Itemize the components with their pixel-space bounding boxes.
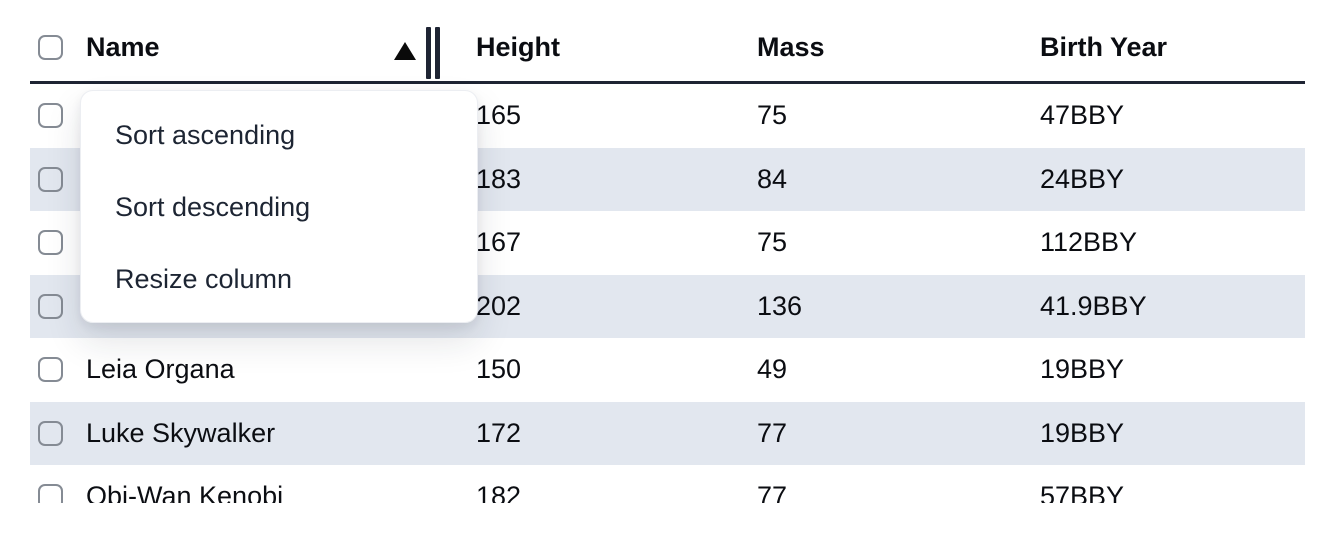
cell-height: 165 xyxy=(476,100,522,131)
cell-mass: 136 xyxy=(757,290,803,321)
header-select-cell xyxy=(30,14,86,81)
cell-birth-year: 41.9BBY xyxy=(1040,290,1147,321)
select-all-checkbox[interactable] xyxy=(38,35,63,60)
resize-bar-icon xyxy=(435,27,440,79)
column-header-height-label: Height xyxy=(476,32,560,62)
cell-mass: 77 xyxy=(757,481,788,503)
column-resize-handle[interactable] xyxy=(426,27,440,79)
table-row: Obi-Wan Kenobi 182 77 57BBY xyxy=(30,465,1305,503)
table-row: 165 75 47BBY xyxy=(30,84,1305,148)
table-row: Leia Organa 150 49 19BBY xyxy=(30,338,1305,402)
table-row: 167 75 112BBY xyxy=(30,211,1305,275)
cell-height: 167 xyxy=(476,227,522,258)
menu-item-sort-descending[interactable]: Sort descending xyxy=(115,191,311,222)
row-checkbox[interactable] xyxy=(38,293,63,319)
cell-birth-year: 19BBY xyxy=(1040,417,1125,448)
table-header-row: Name Height Mass Birth Year xyxy=(30,0,1305,84)
cell-name: Obi-Wan Kenobi xyxy=(86,481,284,503)
cell-height: 182 xyxy=(476,481,522,503)
sort-ascending-icon xyxy=(394,42,416,60)
cell-mass: 77 xyxy=(757,417,788,448)
row-checkbox[interactable] xyxy=(38,230,63,256)
cell-height: 202 xyxy=(476,290,522,321)
row-checkbox[interactable] xyxy=(38,484,63,503)
cell-birth-year: 19BBY xyxy=(1040,354,1125,385)
column-header-birth-year[interactable]: Birth Year xyxy=(1040,14,1305,81)
column-context-menu: Sort ascending Sort descending Resize co… xyxy=(80,90,478,323)
cell-height: 183 xyxy=(476,163,522,194)
row-checkbox[interactable] xyxy=(38,420,63,446)
cell-birth-year: 57BBY xyxy=(1040,481,1125,503)
menu-item-sort-ascending[interactable]: Sort ascending xyxy=(115,119,296,150)
cell-birth-year: 47BBY xyxy=(1040,100,1125,131)
cell-mass: 84 xyxy=(757,163,788,194)
cell-birth-year: 112BBY xyxy=(1040,227,1138,258)
column-header-mass[interactable]: Mass xyxy=(757,14,1040,81)
cell-mass: 75 xyxy=(757,227,788,258)
row-checkbox[interactable] xyxy=(38,166,63,192)
cell-name: Luke Skywalker xyxy=(86,417,276,448)
cell-birth-year: 24BBY xyxy=(1040,163,1125,194)
menu-item-resize-column[interactable]: Resize column xyxy=(115,263,293,294)
column-header-mass-label: Mass xyxy=(757,32,825,62)
cell-name: Leia Organa xyxy=(86,354,235,385)
cell-height: 172 xyxy=(476,417,522,448)
table-row: Luke Skywalker 172 77 19BBY xyxy=(30,401,1305,465)
column-header-birth-year-label: Birth Year xyxy=(1040,32,1168,62)
row-checkbox[interactable] xyxy=(38,357,63,383)
cell-mass: 75 xyxy=(757,100,788,131)
cell-height: 150 xyxy=(476,354,522,385)
column-header-name-label: Name xyxy=(86,32,160,62)
cell-mass: 49 xyxy=(757,354,788,385)
column-header-name[interactable]: Name xyxy=(86,14,476,81)
column-header-height[interactable]: Height xyxy=(476,14,757,81)
resize-bar-icon xyxy=(426,27,431,79)
row-checkbox[interactable] xyxy=(38,103,63,129)
